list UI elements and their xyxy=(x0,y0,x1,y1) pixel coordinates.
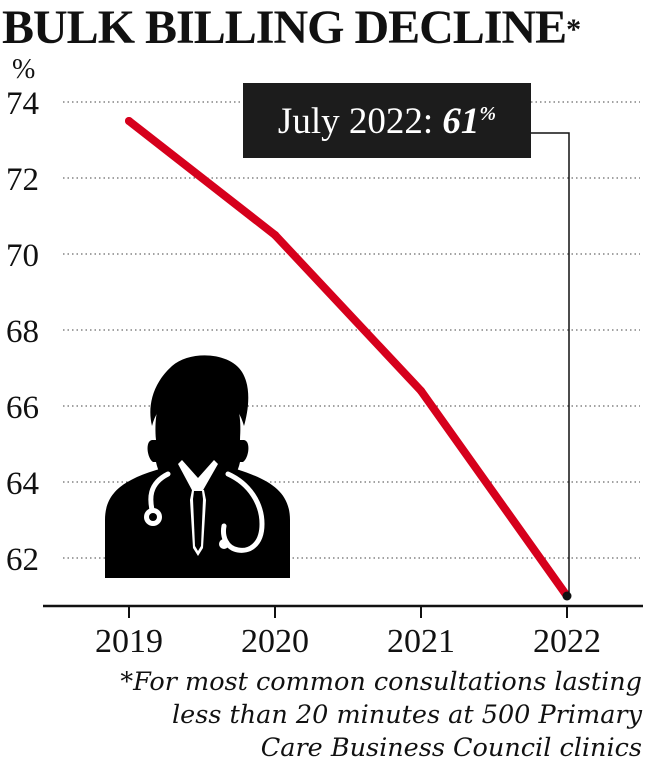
annotation-box xyxy=(243,83,531,158)
data-point xyxy=(417,386,425,395)
chart-title: BULK BILLING DECLINE* xyxy=(2,0,581,56)
data-point-end-marker xyxy=(562,591,572,601)
data-point xyxy=(271,231,279,239)
y-tick-label: 74 xyxy=(6,86,39,122)
footnote-line-1: *For most common consultations lasting xyxy=(120,667,642,697)
data-point xyxy=(125,117,133,125)
y-tick-label: 68 xyxy=(6,314,39,350)
footnote-line-3: Care Business Council clinics xyxy=(260,733,642,763)
annotation-callout: July 2022: 61% xyxy=(243,83,531,158)
x-axis-ticks: 2019 2020 2021 2022 xyxy=(95,606,601,660)
x-tick-label: 2022 xyxy=(533,623,601,660)
y-tick-label: 64 xyxy=(6,466,39,502)
line-chart: 62 64 66 68 70 72 74 % 2019 2020 2021 2022 July 2… xyxy=(6,54,643,660)
y-tick-label: 66 xyxy=(6,390,39,426)
y-axis-unit-label: % xyxy=(12,54,35,85)
y-tick-label: 62 xyxy=(6,542,39,578)
annotation-label: July 2022: xyxy=(278,101,442,142)
x-tick-label: 2019 xyxy=(95,623,163,660)
annotation-text: July 2022: 61% xyxy=(278,101,496,142)
doctor-with-stethoscope-icon xyxy=(105,355,290,578)
footnote-line-2: less than 20 minutes at 500 Primary xyxy=(171,700,642,730)
y-tick-label: 72 xyxy=(6,162,39,198)
y-axis-ticks: 62 64 66 68 70 72 74 xyxy=(6,86,39,578)
annotation-leader-line xyxy=(531,132,570,596)
title-asterisk: * xyxy=(566,13,581,46)
chart-title-text: BULK BILLING DECLINE xyxy=(2,1,567,54)
y-tick-label: 70 xyxy=(6,238,39,274)
annotation-unit: % xyxy=(479,103,496,125)
series-line xyxy=(125,117,571,600)
x-tick-label: 2020 xyxy=(241,623,309,660)
x-tick-label: 2021 xyxy=(387,623,455,660)
annotation-value: 61 xyxy=(442,101,479,142)
data-points xyxy=(125,117,572,601)
footnote: *For most common consultations lasting l… xyxy=(120,666,642,765)
